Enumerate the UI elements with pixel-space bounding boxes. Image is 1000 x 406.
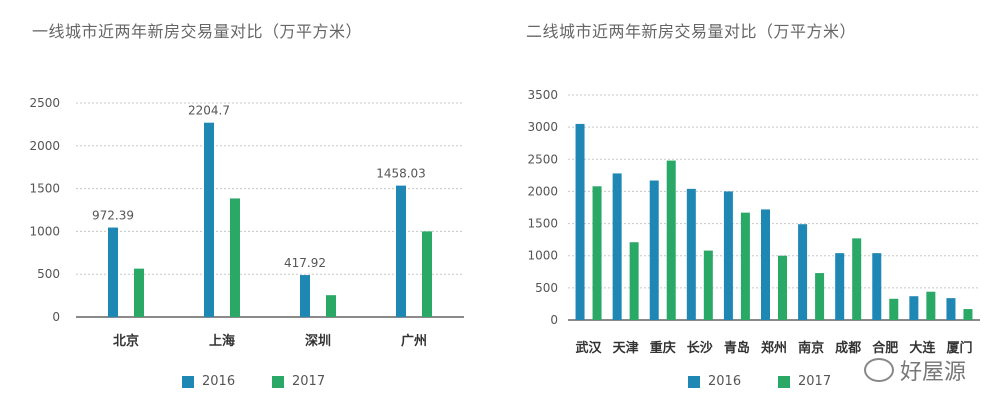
bar-2016	[946, 298, 956, 320]
y-tick-label: 500	[535, 281, 558, 295]
x-tick-label: 长沙	[687, 340, 713, 356]
y-tick-label: 0	[550, 313, 558, 327]
x-tick-label: 武汉	[576, 340, 603, 356]
data-label: 1458.03	[376, 167, 426, 181]
y-tick-label: 1500	[527, 217, 558, 231]
bar-2017	[592, 186, 602, 320]
y-tick-label: 1000	[29, 224, 60, 238]
bar-2017	[134, 268, 144, 317]
bar-2017	[889, 298, 899, 320]
legend-label-2016: 2016	[202, 374, 236, 389]
legend-swatch-2017	[778, 375, 790, 388]
y-tick-label: 3500	[527, 88, 558, 102]
x-tick-label: 广州	[401, 333, 427, 349]
legend-swatch-2016	[182, 375, 194, 388]
chart-canvas: 0 500 1000 1500 2000 2500 3000 3500 武汉 天津 重庆 长沙 青岛 郑州…	[527, 88, 980, 356]
x-tick-label: 青岛	[724, 340, 750, 356]
y-tick-label: 1000	[527, 249, 558, 263]
bar-2017	[815, 273, 825, 320]
bar-2016	[909, 296, 919, 320]
data-label: 972.39	[92, 209, 134, 223]
y-tick-label: 2000	[527, 184, 558, 198]
data-label: 417.92	[284, 256, 326, 270]
chart-canvas: 0 500 1000 1500 2000 2500 北京 972.39 上海 2204.7 深圳 41…	[29, 96, 464, 349]
legend-label-2016: 2016	[708, 374, 742, 389]
bar-2016	[612, 173, 622, 320]
wechat-icon	[863, 358, 894, 382]
chart-title: 二线城市近两年新房交易量对比（万平方米）	[526, 22, 857, 41]
bar-2016	[396, 185, 406, 317]
chart-panel-tier2: 二线城市近两年新房交易量对比（万平方米） 0 500 1000 1500 2000 250…	[500, 0, 1000, 406]
bar-2017	[740, 212, 750, 320]
data-label: 2204.7	[188, 104, 230, 118]
y-tick-label: 2000	[29, 139, 60, 153]
x-tick-label: 大连	[909, 340, 936, 356]
x-tick-label: 深圳	[305, 333, 331, 349]
bar-2016	[872, 253, 882, 320]
bar-2017	[963, 309, 973, 320]
x-tick-label: 南京	[798, 340, 824, 356]
bar-2016	[575, 123, 585, 320]
bar-2016	[300, 275, 310, 317]
bar-2016	[723, 191, 733, 320]
x-tick-label: 郑州	[761, 340, 787, 356]
legend-swatch-2016	[688, 375, 700, 388]
x-tick-label: 天津	[613, 340, 639, 356]
y-tick-label: 500	[37, 267, 60, 281]
bar-2016	[204, 122, 214, 317]
y-tick-label: 2500	[527, 152, 558, 166]
bar-2017	[326, 295, 336, 317]
bar-2016	[761, 209, 770, 320]
legend-item-2017: 2017	[272, 374, 325, 389]
x-tick-label: 合肥	[872, 340, 898, 356]
legend-item-2016: 2016	[182, 374, 235, 389]
bar-2017	[629, 242, 639, 320]
y-tick-label: 0	[52, 310, 60, 324]
bar-2016	[649, 180, 659, 320]
watermark-text: 好屋源	[899, 360, 966, 385]
legend-swatch-2017	[272, 375, 284, 388]
x-tick-label: 北京	[113, 333, 139, 349]
x-tick-label: 成都	[835, 340, 861, 356]
bar-2016	[108, 227, 118, 317]
bar-2017	[422, 231, 432, 317]
bar-2016	[835, 253, 845, 320]
y-tick-label: 1500	[29, 182, 60, 196]
watermark: 好屋源	[863, 354, 966, 386]
legend-label-2017: 2017	[798, 374, 832, 389]
bar-2017	[703, 250, 713, 320]
bar-2016	[686, 188, 696, 320]
y-tick-label: 3000	[527, 120, 558, 134]
bar-2017	[230, 198, 240, 317]
bar-2017	[778, 255, 787, 320]
y-tick-label: 2500	[29, 96, 60, 110]
bar-2017	[926, 291, 936, 320]
chart-panel-tier1: 一线城市近两年新房交易量对比（万平方米） 0 500 1000 1500 2000 250…	[29, 22, 464, 389]
bar-2017	[852, 238, 862, 320]
legend-item-2016: 2016	[688, 374, 741, 389]
x-tick-label: 上海	[209, 333, 235, 349]
legend-label-2017: 2017	[292, 374, 326, 389]
x-tick-label: 厦门	[946, 340, 972, 356]
legend-item-2017: 2017	[778, 374, 831, 389]
x-tick-label: 重庆	[650, 340, 676, 356]
bar-2017	[666, 160, 676, 320]
chart-title: 一线城市近两年新房交易量对比（万平方米）	[32, 22, 363, 41]
bar-2016	[798, 224, 808, 320]
